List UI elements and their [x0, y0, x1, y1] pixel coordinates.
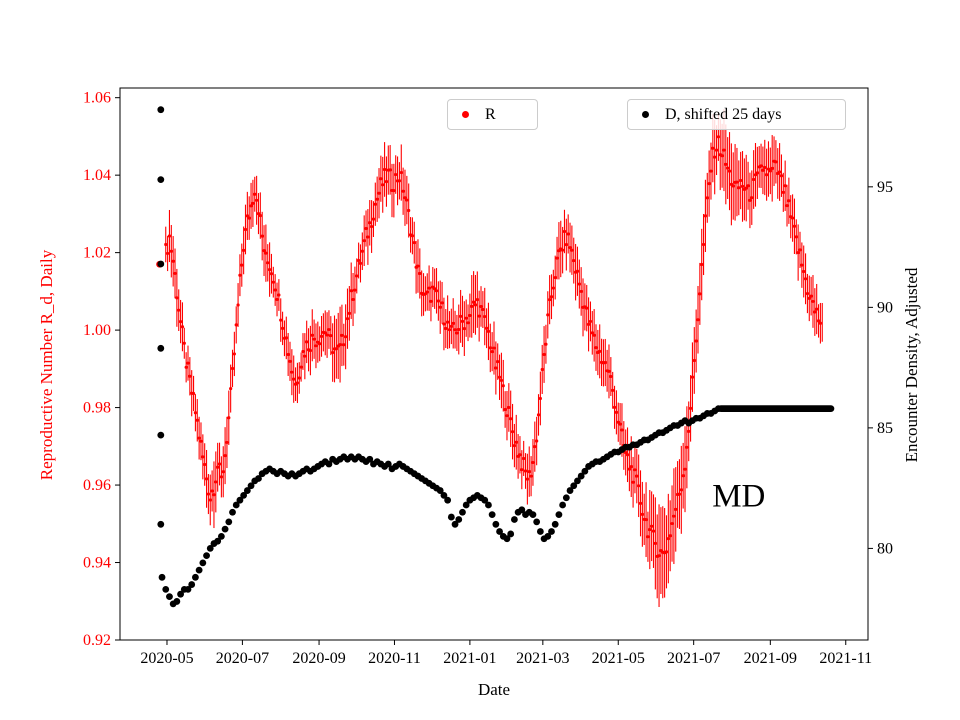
y-left-tick-label: 0.98	[83, 400, 111, 417]
legend-r-marker-icon	[462, 111, 469, 118]
y-left-tick-label: 0.94	[83, 555, 111, 572]
y-right-tick-label: 80	[877, 540, 893, 557]
legend-r: R	[447, 99, 538, 130]
x-tick-label: 2020-05	[140, 650, 193, 667]
x-tick-label: 2020-07	[216, 650, 269, 667]
y-right-tick-label: 95	[877, 179, 893, 196]
y-left-tick-label: 0.92	[83, 632, 111, 649]
x-tick-label: 2021-03	[516, 650, 569, 667]
legend-d-marker-icon	[642, 111, 649, 118]
x-tick-label: 2021-09	[744, 650, 797, 667]
y-left-tick-label: 1.02	[83, 245, 111, 262]
series-r	[156, 109, 823, 608]
series-d	[157, 106, 835, 608]
x-tick-label: 2021-01	[443, 650, 496, 667]
x-tick-label: 2021-07	[667, 650, 720, 667]
y-axis-right-label: Encounter Density, Adjusted	[902, 267, 921, 462]
x-tick-label: 2020-11	[368, 650, 421, 667]
annotation-md: MD	[712, 478, 765, 514]
x-tick-label: 2021-05	[592, 650, 645, 667]
x-tick-label: 2021-11	[819, 650, 872, 667]
x-tick-label: 2020-09	[292, 650, 345, 667]
legend-d: D, shifted 25 days	[627, 99, 846, 130]
axes-frame	[119, 87, 869, 641]
y-axis-left-label: Reproductive Number R_d, Daily	[37, 249, 56, 480]
x-axis-label: Date	[478, 680, 510, 699]
y-left-tick-label: 1.04	[83, 167, 111, 184]
y-left-ticks: 0.92 0.94 0.96 0.98 1.00 1.02 1.04 1.06	[83, 90, 120, 649]
y-left-tick-label: 1.06	[83, 90, 111, 107]
x-ticks: 2020-05 2020-07 2020-09 2020-11 2021-01 2021-…	[140, 640, 872, 667]
y-left-tick-label: 1.00	[83, 322, 111, 339]
y-left-tick-label: 0.96	[83, 477, 111, 494]
y-right-tick-label: 90	[877, 299, 893, 316]
legend-d-label: D, shifted 25 days	[665, 105, 782, 123]
y-right-tick-label: 85	[877, 420, 893, 437]
legend-r-label: R	[485, 105, 496, 123]
y-right-ticks: 80 85 90 95	[868, 179, 893, 557]
